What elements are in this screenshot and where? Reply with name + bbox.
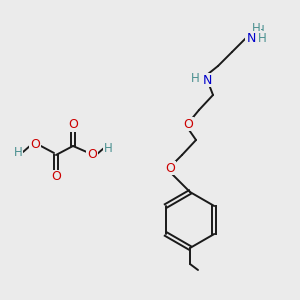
Text: H: H [258, 32, 266, 44]
Text: H: H [252, 22, 260, 34]
Text: O: O [165, 161, 175, 175]
Text: N: N [202, 74, 212, 86]
Text: O: O [68, 118, 78, 131]
Text: O: O [51, 170, 61, 184]
Text: H: H [14, 146, 22, 158]
Text: H: H [103, 142, 112, 154]
Text: H: H [256, 34, 264, 46]
Text: O: O [30, 139, 40, 152]
Text: N: N [245, 32, 255, 44]
Text: O: O [183, 118, 193, 130]
Text: N: N [246, 32, 256, 44]
Text: H: H [190, 71, 200, 85]
Text: O: O [87, 148, 97, 161]
Text: H: H [256, 25, 264, 38]
